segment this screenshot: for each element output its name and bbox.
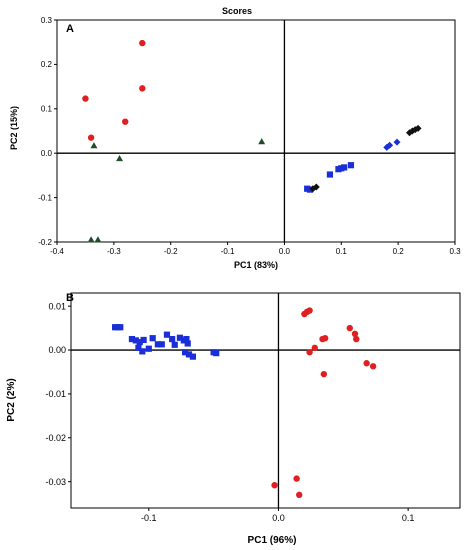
red-point xyxy=(346,324,353,332)
red-point xyxy=(82,95,89,102)
red-point xyxy=(320,370,328,378)
y-tick-label: -0.2 xyxy=(38,238,52,247)
red-point xyxy=(311,344,318,352)
blue-square-point xyxy=(347,162,355,169)
blue-square-point xyxy=(149,335,156,342)
panel-b-marks: -0.1 0.0 0.1 0.01 0.00 -0.01 -0.02 -0.03 xyxy=(45,292,461,523)
black-diamond-point xyxy=(414,124,422,132)
plot-frame xyxy=(56,19,456,243)
blue-square-point xyxy=(135,344,142,351)
y-tick-label: -0.01 xyxy=(45,389,66,399)
blue-square-point xyxy=(154,341,161,348)
panel-a: Scores A PC1 (83%) PC2 (15%) xyxy=(9,6,278,270)
red-point xyxy=(296,491,303,499)
plot-frame xyxy=(70,292,461,509)
blue-square-point xyxy=(184,340,191,347)
red-point xyxy=(122,118,129,125)
x-tick-label: 0.3 xyxy=(449,247,461,256)
red-point xyxy=(369,363,377,370)
panel-b: B PC1 (96%) PC2 (2%) xyxy=(6,292,296,546)
panel-a-x-axis-label: PC1 (83%) xyxy=(234,260,278,270)
y-tick-label: 0.01 xyxy=(48,301,66,311)
blue-square-point xyxy=(185,351,193,358)
y-tick-label: -0.03 xyxy=(45,477,66,487)
blue-square-point xyxy=(176,334,184,341)
blue-square-point xyxy=(132,337,139,344)
green-triangle-point xyxy=(87,236,95,243)
red-point xyxy=(306,349,313,356)
blue-square-point xyxy=(163,331,171,338)
blue-square-point xyxy=(306,186,314,193)
red-point xyxy=(87,134,95,141)
x-tick-label: -0.2 xyxy=(164,247,178,256)
green-triangle-point xyxy=(94,236,102,243)
blue-square-point xyxy=(128,335,136,343)
x-tick-label: -0.4 xyxy=(50,247,64,256)
chart-title: Scores xyxy=(222,6,252,16)
blue-diamond-point xyxy=(386,141,394,149)
x-tick-label: 0.1 xyxy=(336,247,348,256)
blue-square-point xyxy=(341,164,348,171)
blue-square-point xyxy=(145,345,152,352)
y-tick-label: -0.02 xyxy=(45,433,66,443)
panel-a-y-axis-label: PC2 (15%) xyxy=(9,106,19,150)
blue-square-point xyxy=(189,353,196,360)
blue-square-point xyxy=(169,335,176,343)
blue-square-point xyxy=(117,324,124,331)
panel-b-label: B xyxy=(66,292,74,304)
x-tick-label: 0.0 xyxy=(279,247,291,256)
red-point xyxy=(139,85,146,92)
blue-square-point xyxy=(335,166,342,173)
blue-square-point xyxy=(158,341,165,348)
red-point xyxy=(293,475,300,482)
black-diamond-point xyxy=(312,183,320,191)
blue-square-point xyxy=(139,348,146,355)
green-triangle-point xyxy=(116,155,124,162)
red-point xyxy=(363,360,370,367)
red-point xyxy=(271,481,278,489)
green-triangle-point xyxy=(90,142,98,149)
x-tick-label: 0.2 xyxy=(393,247,405,256)
panel-b-x-axis-label: PC1 (96%) xyxy=(248,535,297,546)
x-tick-label: 0.1 xyxy=(402,513,415,523)
y-tick-label: 0.2 xyxy=(41,60,53,69)
y-tick-label: 0.3 xyxy=(41,16,53,25)
x-tick-label: -0.1 xyxy=(221,247,235,256)
x-tick-label: -0.1 xyxy=(141,513,157,523)
blue-square-point xyxy=(140,336,147,344)
blue-square-point xyxy=(183,335,190,343)
x-tick-label: 0.0 xyxy=(272,513,285,523)
x-tick-label: -0.3 xyxy=(107,247,121,256)
blue-square-point xyxy=(136,339,143,346)
blue-diamond-point xyxy=(393,138,401,146)
green-triangle-point xyxy=(258,138,266,145)
blue-square-point xyxy=(182,349,189,356)
y-tick-label: 0.1 xyxy=(41,105,53,114)
red-point xyxy=(139,39,146,47)
red-point xyxy=(351,330,359,338)
red-point xyxy=(306,307,313,314)
y-tick-label: 0.00 xyxy=(48,345,66,355)
blue-square-point xyxy=(213,350,220,357)
panel-a-label: A xyxy=(66,23,74,35)
y-tick-label: 0.0 xyxy=(41,149,53,158)
blue-square-point xyxy=(171,341,178,348)
panel-a-marks: -0.4 -0.3 -0.2 -0.1 0.0 0.1 0.2 0.3 -0.2 -0.1 0.0 0… xyxy=(38,16,461,256)
red-point xyxy=(321,334,329,342)
blue-square-point xyxy=(326,171,334,178)
panel-b-y-axis-label: PC2 (2%) xyxy=(6,378,17,421)
red-point xyxy=(353,335,360,343)
y-tick-label: -0.1 xyxy=(38,193,52,202)
